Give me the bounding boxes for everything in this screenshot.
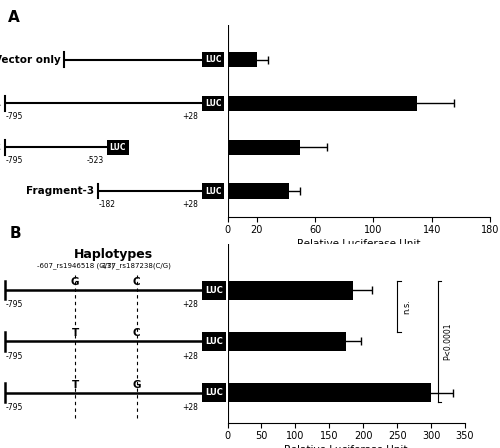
- Text: LUC: LUC: [205, 99, 222, 108]
- Text: Fragment-1: Fragment-1: [0, 99, 1, 108]
- Text: A: A: [8, 10, 20, 25]
- Text: T: T: [72, 328, 78, 338]
- Text: n.s.: n.s.: [402, 299, 411, 314]
- Bar: [202, 280, 226, 300]
- Text: LUC: LUC: [205, 55, 222, 64]
- Text: -137_rs187238(C/G): -137_rs187238(C/G): [101, 262, 172, 269]
- Text: -607_rs1946518 (G/T): -607_rs1946518 (G/T): [36, 262, 114, 269]
- Text: -795: -795: [5, 301, 22, 310]
- Text: -182: -182: [99, 200, 116, 209]
- Bar: [228, 183, 289, 198]
- Text: +28: +28: [182, 112, 198, 121]
- Bar: [202, 52, 224, 67]
- Bar: [202, 332, 226, 351]
- Text: LUC: LUC: [206, 388, 224, 397]
- Text: -795: -795: [6, 156, 23, 165]
- Text: +28: +28: [182, 200, 198, 209]
- Text: -795: -795: [6, 112, 23, 121]
- Bar: [228, 280, 353, 300]
- Text: G: G: [71, 277, 80, 287]
- Text: Vector only: Vector only: [0, 55, 60, 65]
- Bar: [228, 383, 431, 402]
- Bar: [202, 383, 226, 402]
- Text: C: C: [132, 328, 140, 338]
- Text: Haplotypes: Haplotypes: [74, 248, 154, 261]
- Text: C: C: [132, 277, 140, 287]
- Text: +28: +28: [182, 301, 198, 310]
- Text: Fragment-2: Fragment-2: [0, 142, 1, 152]
- Text: -523: -523: [86, 156, 104, 165]
- X-axis label: Relative Luciferase Unit: Relative Luciferase Unit: [297, 239, 420, 249]
- Text: LUC: LUC: [206, 286, 224, 295]
- Text: G: G: [132, 379, 141, 390]
- Text: B: B: [10, 226, 22, 241]
- Text: +28: +28: [182, 403, 198, 412]
- Bar: [202, 96, 224, 111]
- Text: LUC: LUC: [110, 143, 126, 152]
- Text: P<0.0001: P<0.0001: [444, 323, 452, 360]
- Text: -795: -795: [5, 352, 22, 361]
- Text: Fragment-3: Fragment-3: [26, 186, 94, 196]
- Text: LUC: LUC: [206, 337, 224, 346]
- Text: LUC: LUC: [205, 186, 222, 195]
- Bar: [228, 96, 417, 111]
- Bar: [228, 332, 346, 351]
- Bar: [228, 140, 300, 155]
- Text: +28: +28: [182, 352, 198, 361]
- Text: T: T: [72, 379, 78, 390]
- X-axis label: Relative Luciferase Unit: Relative Luciferase Unit: [284, 445, 408, 448]
- Bar: [202, 183, 224, 198]
- Text: -795: -795: [5, 403, 22, 412]
- Bar: [107, 140, 128, 155]
- Bar: [228, 52, 256, 67]
